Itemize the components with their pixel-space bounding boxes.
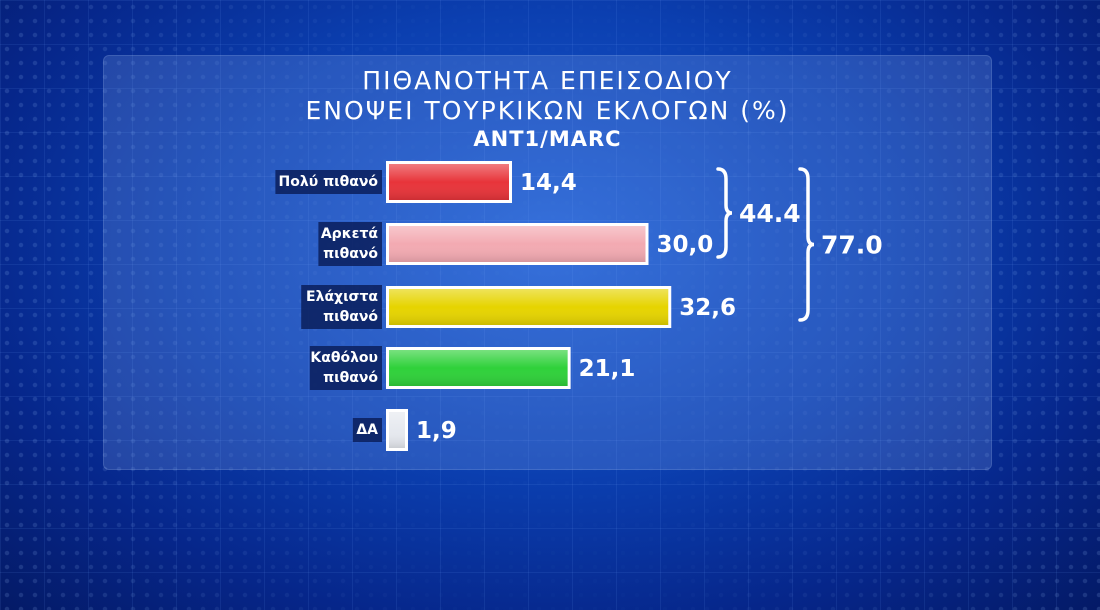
bar-shine xyxy=(389,226,646,262)
group-total-label: 77.0 xyxy=(821,231,883,260)
bar-shine xyxy=(389,350,568,386)
category-label: πιθανό xyxy=(323,370,378,386)
category-label: Αρκετά xyxy=(321,226,379,242)
title-line-2: ΕΝΟΨΕΙ ΤΟΥΡΚΙΚΩΝ ΕΚΛΟΓΩΝ (%) xyxy=(305,96,790,125)
data-label: 1,9 xyxy=(416,418,457,444)
bar-shine xyxy=(389,289,669,325)
data-label: 32,6 xyxy=(679,295,736,321)
category-label-box xyxy=(352,418,382,442)
category-label-box xyxy=(309,346,382,390)
title-line-1: ΠΙΘΑΝΟΤΗΤΑ ΕΠΕΙΣΟΔΙΟΥ xyxy=(362,66,733,95)
category-label: Πολύ πιθανό xyxy=(279,174,379,190)
data-label: 30,0 xyxy=(657,232,714,258)
category-label-box xyxy=(301,285,382,329)
category-label: πιθανό xyxy=(323,246,378,262)
data-label: 21,1 xyxy=(579,356,636,382)
category-label: Ελάχιστα xyxy=(306,289,378,305)
category-label: ΔΑ xyxy=(356,422,378,438)
group-total-label: 44.4 xyxy=(739,199,801,228)
chart-title: ΠΙΘΑΝΟΤΗΤΑ ΕΠΕΙΣΟΔΙΟΥ ΕΝΟΨΕΙ ΤΟΥΡΚΙΚΩΝ Ε… xyxy=(103,66,992,152)
category-label: πιθανό xyxy=(323,309,378,325)
bar-shine xyxy=(389,412,405,448)
group-bracket xyxy=(798,167,815,322)
chart-source: ANT1/MARC xyxy=(473,127,622,151)
bar-shine xyxy=(389,164,509,200)
group-bracket xyxy=(716,167,733,259)
data-label: 14,4 xyxy=(520,170,577,196)
category-label: Καθόλου xyxy=(310,350,378,366)
category-label-box xyxy=(318,222,382,266)
category-label-box xyxy=(275,170,382,194)
